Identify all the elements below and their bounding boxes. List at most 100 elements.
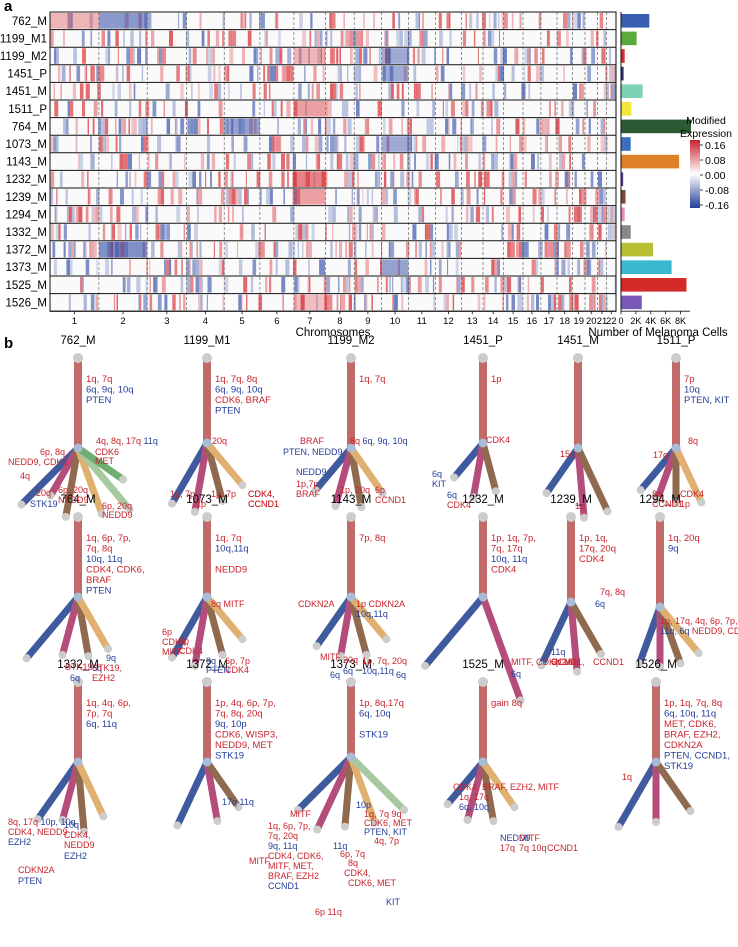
branch-annotation-part: CDK4, bbox=[162, 637, 189, 647]
heatmap-cell bbox=[349, 206, 353, 223]
heatmap-cell bbox=[477, 294, 481, 311]
branch-annotation-part: 6q, 10q bbox=[459, 802, 489, 812]
heatmap-cell bbox=[366, 224, 368, 240]
heatmap-cell bbox=[71, 241, 74, 258]
heatmap-cell bbox=[385, 277, 388, 293]
tree-leaf-node bbox=[686, 807, 695, 816]
heatmap-cell bbox=[324, 118, 327, 135]
tree-trunk-annotation: 1p, 8q,17q bbox=[359, 698, 404, 709]
heatmap-cell bbox=[260, 13, 265, 29]
heatmap-cell bbox=[129, 101, 132, 117]
tree-branch bbox=[567, 598, 605, 658]
heatmap-cell bbox=[110, 224, 113, 240]
sample-label: 1239_M bbox=[5, 192, 47, 204]
heatmap-cell bbox=[206, 136, 211, 152]
branch-annotation-part: 6p, 8q bbox=[40, 447, 65, 457]
heatmap-cell bbox=[356, 189, 360, 205]
branch-annotation-part: MITF bbox=[519, 833, 540, 843]
branch-annotation: CDK4, bbox=[344, 868, 371, 878]
heatmap-cell bbox=[54, 101, 59, 117]
heatmap-cell bbox=[335, 241, 337, 258]
heatmap-cell bbox=[138, 118, 143, 135]
heatmap-cell bbox=[190, 277, 194, 293]
tree-leaf-node bbox=[213, 817, 222, 826]
bar-1143_M bbox=[621, 154, 680, 169]
branch-annotation: NEDD9 bbox=[58, 495, 89, 505]
heatmap-cell bbox=[295, 224, 299, 240]
branch-annotation-part: 15q bbox=[560, 449, 575, 459]
heatmap-cell bbox=[598, 171, 602, 187]
tree-leaf-node bbox=[234, 803, 243, 812]
heatmap-cell bbox=[486, 171, 490, 187]
tree-trunk-annotation: 1p, 4q, 6p, 7p, bbox=[215, 698, 276, 709]
heatmap-cell bbox=[602, 206, 607, 223]
branch-annotation-part: 8q bbox=[652, 489, 662, 499]
tree-branch bbox=[203, 593, 246, 643]
heatmap-cell bbox=[341, 294, 346, 311]
branch-annotation: 6q bbox=[432, 469, 442, 479]
tree-branch bbox=[672, 444, 705, 506]
heatmap-band bbox=[381, 259, 409, 275]
heatmap-cell bbox=[220, 189, 225, 205]
heatmap-cell bbox=[418, 206, 423, 223]
heatmap-cell bbox=[67, 13, 71, 29]
tree-branch bbox=[313, 753, 355, 833]
heatmap-cell bbox=[401, 118, 403, 135]
heatmap-cell bbox=[359, 48, 363, 64]
heatmap-cell bbox=[260, 48, 262, 64]
heatmap-cell bbox=[497, 65, 500, 82]
heatmap-cell bbox=[130, 48, 134, 64]
tree-root-node bbox=[346, 512, 356, 522]
heatmap-cell bbox=[553, 224, 558, 240]
heatmap-cell bbox=[534, 48, 538, 64]
heatmap-cell bbox=[430, 118, 434, 135]
heatmap-cell bbox=[224, 171, 228, 187]
branch-annotation: CDKN2A bbox=[298, 599, 335, 609]
heatmap-cell bbox=[174, 259, 178, 275]
branch-annotation: 6p 10q bbox=[551, 657, 579, 667]
heatmap-cell bbox=[541, 206, 544, 223]
heatmap-cell bbox=[392, 13, 395, 29]
tree-leaf-node bbox=[542, 489, 551, 498]
heatmap-cell bbox=[173, 189, 175, 205]
heatmap-cell bbox=[308, 259, 310, 275]
heatmap-cell bbox=[200, 277, 203, 293]
heatmap-cell bbox=[358, 224, 362, 240]
heatmap-cell bbox=[599, 13, 604, 29]
heatmap-cell bbox=[390, 83, 394, 99]
branch-annotation: CCND1 bbox=[593, 657, 624, 667]
heatmap-cell bbox=[340, 294, 342, 311]
tree-1451_M: 1451_M bbox=[542, 335, 612, 522]
heatmap-cell bbox=[227, 206, 230, 223]
branch-annotation: BRAF bbox=[300, 436, 325, 446]
tree-leaf-node bbox=[119, 475, 128, 484]
heatmap-cell bbox=[88, 224, 91, 240]
heatmap-cell bbox=[555, 118, 560, 135]
chromosome-label: 2 bbox=[120, 316, 125, 327]
heatmap-cell bbox=[325, 30, 328, 47]
heatmap-cell bbox=[145, 118, 148, 135]
heatmap-cell bbox=[460, 277, 462, 293]
tree-trunk-annotation: 1q, 7q bbox=[359, 374, 385, 385]
heatmap-cell bbox=[478, 171, 483, 187]
heatmap-cell bbox=[243, 277, 248, 293]
tree-branch bbox=[337, 593, 355, 660]
heatmap-cell bbox=[400, 171, 405, 187]
heatmap-cell bbox=[355, 136, 360, 152]
heatmap-cell bbox=[242, 206, 244, 223]
branch-annotation-part: 7q, 8q bbox=[600, 587, 625, 597]
heatmap-cell bbox=[568, 206, 571, 223]
heatmap-cell bbox=[249, 13, 252, 29]
tree-leaf-node bbox=[168, 653, 176, 662]
heatmap-cell bbox=[252, 83, 256, 99]
heatmap-cell bbox=[356, 48, 360, 64]
heatmap-cell bbox=[425, 241, 427, 258]
heatmap-cell bbox=[201, 259, 203, 275]
tree-trunk-annotation: 1q, 7q, 8q bbox=[215, 374, 257, 385]
heatmap-cell bbox=[240, 13, 243, 29]
branch-annotation-part: 6p, 20q bbox=[102, 501, 132, 511]
heatmap-cell bbox=[416, 83, 421, 99]
branch-annotation: 9q bbox=[106, 653, 116, 663]
tree-title: 764_M bbox=[60, 494, 95, 506]
heatmap-cell bbox=[454, 171, 459, 187]
